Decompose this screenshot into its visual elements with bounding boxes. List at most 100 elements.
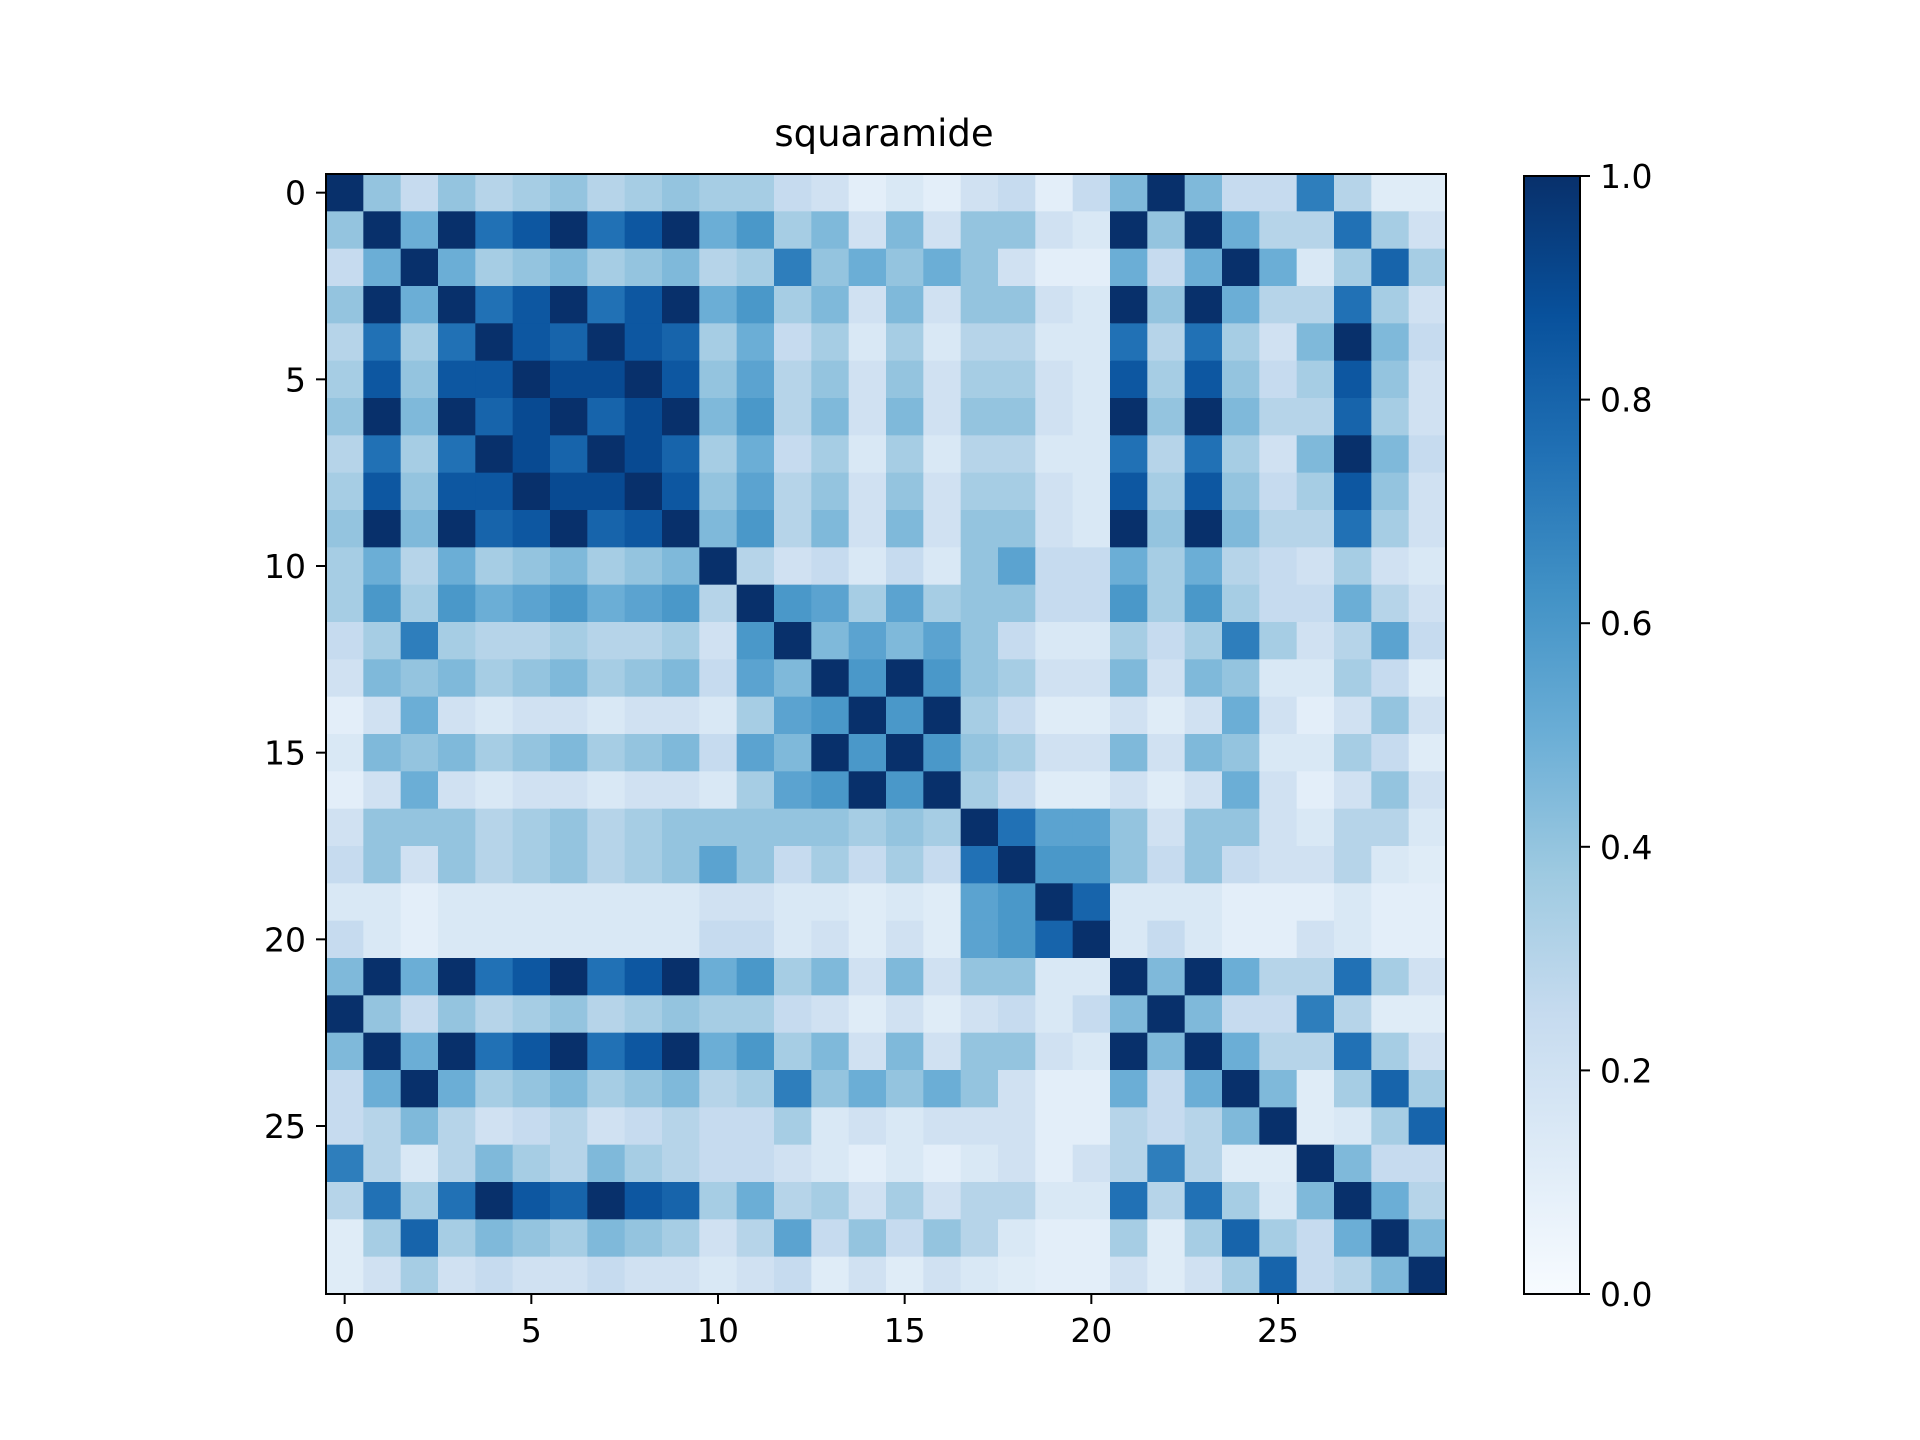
heatmap-cell: [326, 1219, 364, 1258]
heatmap-cell: [475, 1256, 514, 1295]
heatmap-cell: [1184, 510, 1223, 548]
heatmap-cell: [1184, 1107, 1223, 1146]
heatmap-cell: [811, 472, 850, 511]
heatmap-cell: [1147, 1070, 1186, 1108]
heatmap-cell: [811, 435, 850, 474]
heatmap-cell: [587, 734, 626, 772]
heatmap-cell: [512, 1070, 551, 1108]
heatmap-cell: [960, 435, 999, 474]
heatmap-cell: [475, 248, 514, 287]
heatmap-cell: [363, 286, 402, 324]
heatmap-cell: [1259, 1144, 1298, 1183]
heatmap-cell: [1222, 696, 1260, 735]
heatmap-cell: [848, 846, 887, 884]
heatmap-cell: [512, 1144, 551, 1183]
heatmap-cell: [1035, 1219, 1074, 1258]
heatmap-cell: [774, 958, 812, 996]
heatmap-cell: [326, 846, 364, 884]
heatmap-cell: [1296, 1144, 1335, 1183]
heatmap-cell: [848, 323, 887, 362]
heatmap-cell: [1296, 622, 1335, 660]
heatmap-cell: [1147, 211, 1186, 250]
heatmap-cell: [1035, 734, 1074, 772]
heatmap-cell: [886, 846, 924, 884]
heatmap-cell: [512, 734, 551, 772]
heatmap-cell: [1371, 510, 1410, 548]
heatmap-cell: [1110, 920, 1148, 959]
heatmap-cell: [736, 883, 775, 922]
heatmap-cell: [1334, 771, 1372, 810]
heatmap-cell: [1072, 1182, 1111, 1220]
heatmap-cell: [1296, 771, 1335, 810]
heatmap-cell: [848, 771, 887, 810]
heatmap-cell: [1371, 398, 1410, 436]
heatmap-cell: [811, 622, 850, 660]
heatmap-cell: [550, 846, 588, 884]
heatmap-cell: [662, 622, 700, 660]
heatmap-cell: [1259, 510, 1298, 548]
heatmap-cell: [1147, 472, 1186, 511]
heatmap-cell: [960, 622, 999, 660]
heatmap-cell: [587, 846, 626, 884]
heatmap-cell: [811, 1256, 850, 1295]
heatmap-cell: [1184, 958, 1223, 996]
heatmap-cell: [326, 696, 364, 735]
heatmap-cell: [475, 510, 514, 548]
heatmap-cell: [1408, 771, 1447, 810]
heatmap-cell: [624, 510, 663, 548]
heatmap-cell: [662, 808, 700, 847]
heatmap-cell: [1035, 1144, 1074, 1183]
heatmap-cell: [811, 211, 850, 250]
heatmap-cell: [998, 472, 1036, 511]
heatmap-cell: [550, 1144, 588, 1183]
x-tick-label: 10: [697, 1311, 739, 1350]
heatmap-cell: [1184, 248, 1223, 287]
heatmap-cell: [512, 1256, 551, 1295]
heatmap-cell: [811, 248, 850, 287]
heatmap-cell: [550, 174, 588, 212]
heatmap-cell: [1110, 472, 1148, 511]
heatmap-cell: [587, 1107, 626, 1146]
heatmap-cell: [1147, 808, 1186, 847]
heatmap-cell: [848, 883, 887, 922]
heatmap-cell: [438, 920, 476, 959]
heatmap-cell: [736, 622, 775, 660]
heatmap-cell: [326, 547, 364, 586]
heatmap-cell: [1110, 883, 1148, 922]
heatmap-cell: [475, 995, 514, 1034]
heatmap-cell: [1110, 696, 1148, 735]
heatmap-cell: [1110, 1144, 1148, 1183]
heatmap-cell: [326, 323, 364, 362]
heatmap-cell: [998, 323, 1036, 362]
heatmap-cell: [1184, 323, 1223, 362]
heatmap-cell: [1110, 995, 1148, 1034]
heatmap-cell: [1259, 1182, 1298, 1220]
heatmap-cell: [587, 696, 626, 735]
heatmap-cell: [326, 510, 364, 548]
heatmap-cell: [886, 734, 924, 772]
heatmap-cell: [811, 286, 850, 324]
heatmap-cell: [512, 696, 551, 735]
heatmap-cell: [400, 398, 439, 436]
heatmap-cell: [1259, 771, 1298, 810]
heatmap-cell: [438, 584, 476, 623]
heatmap-cell: [1371, 286, 1410, 324]
heatmap-cell: [1334, 622, 1372, 660]
heatmap-cell: [475, 584, 514, 623]
heatmap-cell: [662, 958, 700, 996]
heatmap-cell: [1147, 995, 1186, 1034]
heatmap-cell: [960, 1070, 999, 1108]
heatmap-cell: [1408, 510, 1447, 548]
heatmap-cell: [400, 1219, 439, 1258]
heatmap-cell: [363, 659, 402, 698]
heatmap-cell: [811, 510, 850, 548]
heatmap-cell: [1259, 958, 1298, 996]
heatmap-cell: [736, 286, 775, 324]
heatmap-cell: [886, 1032, 924, 1071]
heatmap-cell: [438, 510, 476, 548]
heatmap-cell: [400, 958, 439, 996]
heatmap-cell: [662, 846, 700, 884]
heatmap-cell: [1072, 883, 1111, 922]
heatmap-cell: [923, 1032, 962, 1071]
heatmap-cell: [662, 734, 700, 772]
